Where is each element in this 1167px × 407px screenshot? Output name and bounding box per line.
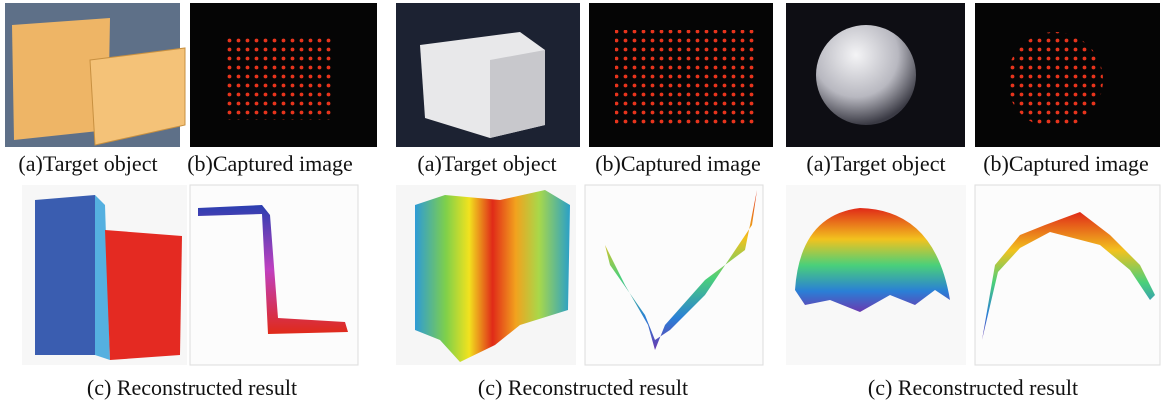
group-1: (a)Target object (b)Captured image (c) R…: [5, 3, 377, 400]
caption: (c) Reconstructed result: [478, 375, 688, 400]
dot-pattern: [615, 30, 755, 125]
caption: (a)Target object: [18, 151, 157, 176]
dot-pattern: [1007, 32, 1103, 128]
caption: (a)Target object: [806, 151, 945, 176]
caption: (b)Captured image: [983, 151, 1149, 176]
caption: (c) Reconstructed result: [868, 375, 1078, 400]
surface: [105, 230, 182, 360]
group-3: (a)Target object (b)Captured image (c) R…: [786, 3, 1160, 400]
box-side: [490, 50, 545, 138]
sphere: [816, 25, 916, 125]
caption: (b)Captured image: [187, 151, 353, 176]
figure: (a)Target object (b)Captured image (c) R…: [0, 0, 1167, 407]
caption: (b)Captured image: [595, 151, 761, 176]
caption: (a)Target object: [417, 151, 556, 176]
surface: [35, 195, 95, 355]
group-2: (a)Target object (b)Captured image (c) R…: [396, 3, 773, 400]
plot: [585, 185, 763, 365]
dot-pattern: [225, 35, 335, 120]
caption: (c) Reconstructed result: [87, 375, 297, 400]
plot: [975, 185, 1160, 365]
